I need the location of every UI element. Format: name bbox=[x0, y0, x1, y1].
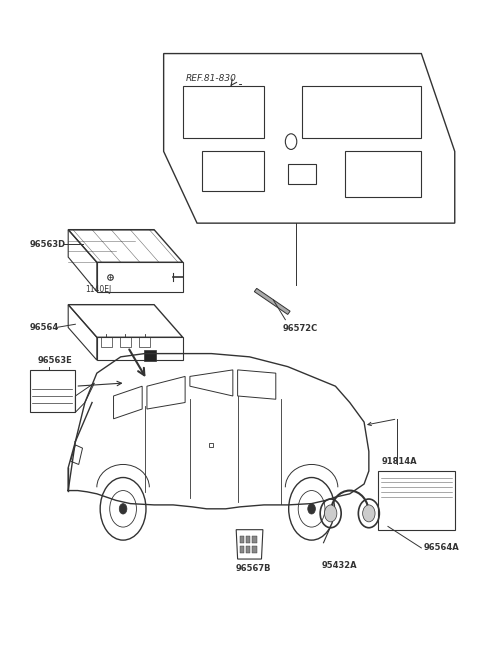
Text: 1140EJ: 1140EJ bbox=[85, 285, 111, 294]
Bar bbox=[120, 337, 131, 347]
Bar bbox=[246, 546, 251, 553]
Bar bbox=[246, 536, 251, 543]
Circle shape bbox=[308, 504, 315, 514]
Text: 91814A: 91814A bbox=[382, 457, 418, 466]
Circle shape bbox=[363, 505, 375, 522]
Text: 96572C: 96572C bbox=[283, 324, 318, 333]
Bar bbox=[240, 546, 244, 553]
Bar bbox=[30, 370, 75, 412]
Bar bbox=[139, 337, 150, 347]
Polygon shape bbox=[254, 288, 290, 314]
Bar bbox=[378, 471, 455, 530]
Bar bbox=[252, 536, 257, 543]
Bar bbox=[144, 350, 156, 362]
Text: 96567B: 96567B bbox=[235, 563, 271, 572]
Text: 96564A: 96564A bbox=[424, 544, 459, 552]
Bar bbox=[252, 546, 257, 553]
Text: 96564: 96564 bbox=[30, 323, 59, 332]
Circle shape bbox=[324, 505, 337, 522]
Bar bbox=[101, 337, 112, 347]
Bar bbox=[240, 536, 244, 543]
Text: 96563E: 96563E bbox=[37, 356, 72, 365]
Circle shape bbox=[119, 504, 127, 514]
Text: 95432A: 95432A bbox=[321, 561, 357, 570]
Text: REF.81-830: REF.81-830 bbox=[186, 74, 237, 83]
Text: 96563D: 96563D bbox=[30, 240, 66, 248]
